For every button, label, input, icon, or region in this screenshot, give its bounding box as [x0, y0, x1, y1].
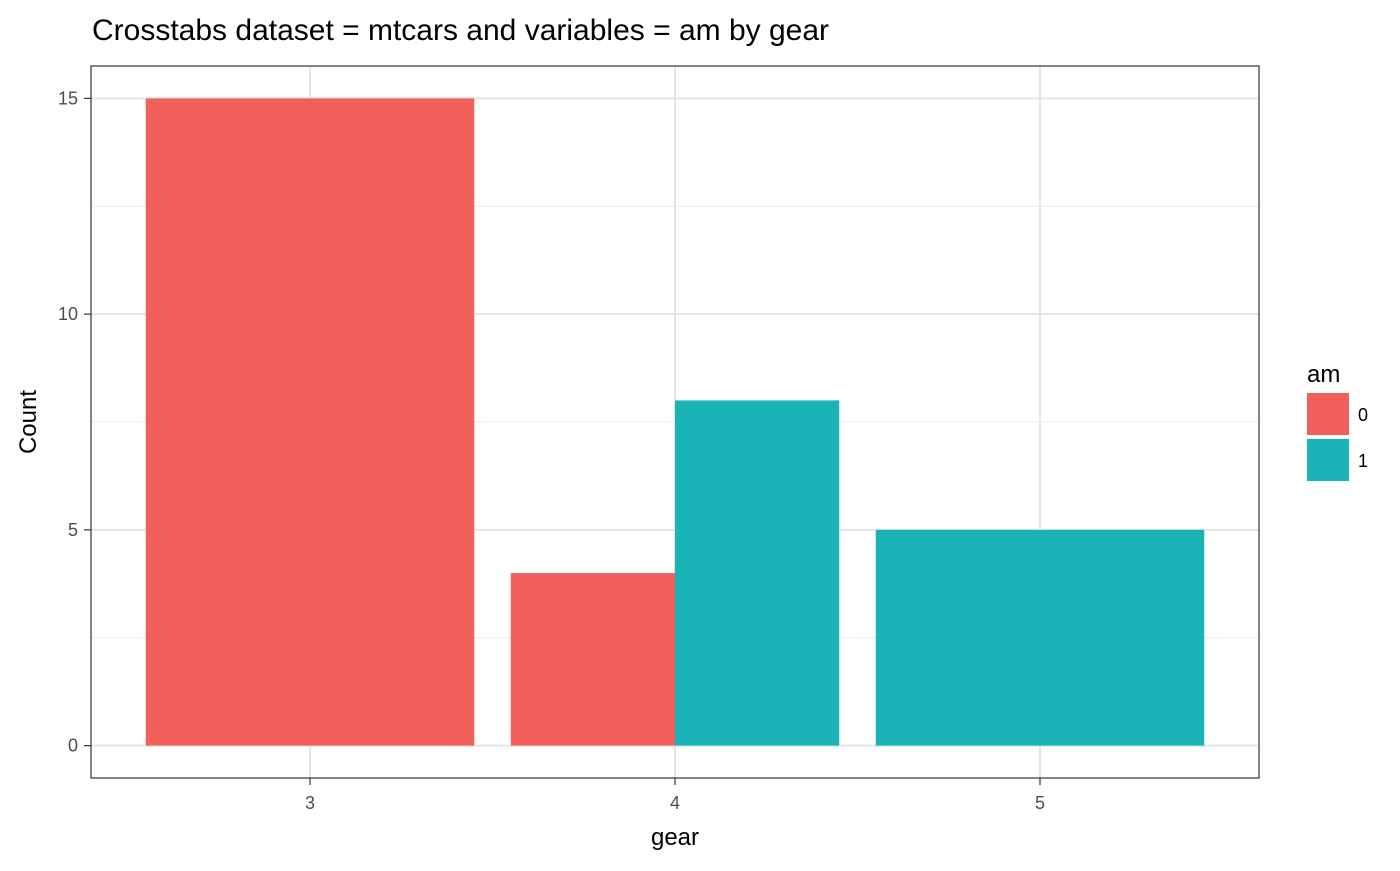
y-axis-title: Count: [15, 390, 42, 454]
legend-label-1: 1: [1358, 451, 1368, 471]
bars: [145, 98, 1205, 746]
legend-key-0: [1307, 393, 1349, 435]
legend: am 0 1: [1307, 361, 1368, 481]
x-tick-label: 4: [670, 793, 680, 813]
bar-gear-4-am-0: [510, 573, 675, 746]
x-axis: 3 4 5: [305, 778, 1045, 813]
y-tick-label: 5: [68, 520, 78, 540]
y-tick-label: 0: [68, 736, 78, 756]
x-axis-title: gear: [651, 824, 699, 851]
chart-title: Crosstabs dataset = mtcars and variables…: [92, 14, 829, 47]
y-tick-label: 10: [58, 304, 78, 324]
x-tick-label: 3: [305, 793, 315, 813]
legend-label-0: 0: [1358, 405, 1368, 425]
bar-gear-5-am-1: [875, 529, 1205, 746]
legend-key-1: [1307, 439, 1349, 481]
y-tick-label: 15: [58, 88, 78, 108]
y-axis: 0 5 10 15: [58, 88, 91, 756]
bar-gear-4-am-1: [675, 400, 840, 746]
bar-gear-3-am-0: [145, 98, 475, 746]
x-tick-label: 5: [1035, 793, 1045, 813]
legend-title: am: [1307, 361, 1340, 388]
